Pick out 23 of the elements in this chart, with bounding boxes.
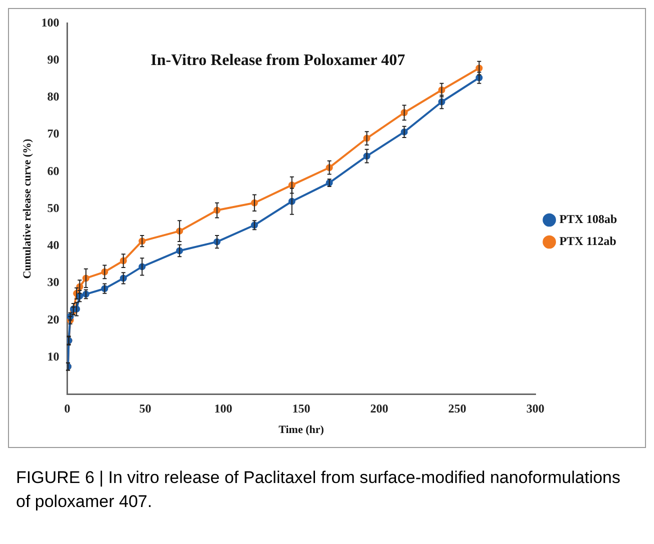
x-tick-label: 250 [448,402,466,416]
x-tick-label: 200 [370,402,388,416]
y-tick-label: 60 [47,164,60,178]
y-tick-label: 80 [47,90,60,104]
x-tick-label: 150 [292,402,310,416]
y-tick-label: 50 [47,200,60,215]
legend-label: PTX 112ab [559,234,617,248]
x-tick-label: 100 [214,402,232,416]
x-tick-label: 0 [64,402,70,416]
y-tick-label: 100 [41,15,60,30]
x-axis-title: Time (hr) [278,424,324,436]
y-tick-label: 70 [47,126,60,141]
y-tick-label: 10 [47,349,60,364]
y-tick-label: 90 [47,52,60,66]
y-tick-label: 30 [47,275,60,290]
legend-label: PTX 108ab [559,212,618,226]
x-tick-label: 50 [139,402,152,416]
text: In-Vitro Release from Poloxamer 407 [150,52,406,70]
y-tick-label: 20 [47,312,60,326]
y-tick-label: 40 [47,238,60,252]
y-axis-title: Cumulative release curve (%) [21,138,34,279]
caption: FIGURE 6 | In vitro release of Paclitaxel from surface-modified nanoformulations of poloxamer 407. [16,467,622,513]
x-tick-label: 300 [526,402,544,416]
